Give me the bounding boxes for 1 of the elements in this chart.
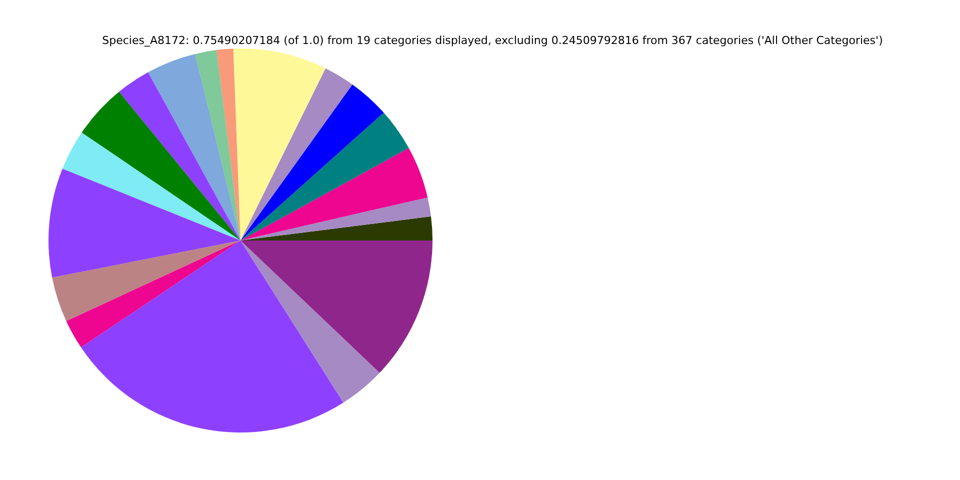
text: Species_A8172: 0.75490207184 (of 1.0) from 19 categories displayed, excluding 0.24509792816 from 367 categories ('All Other Categories') (102, 34, 883, 47)
